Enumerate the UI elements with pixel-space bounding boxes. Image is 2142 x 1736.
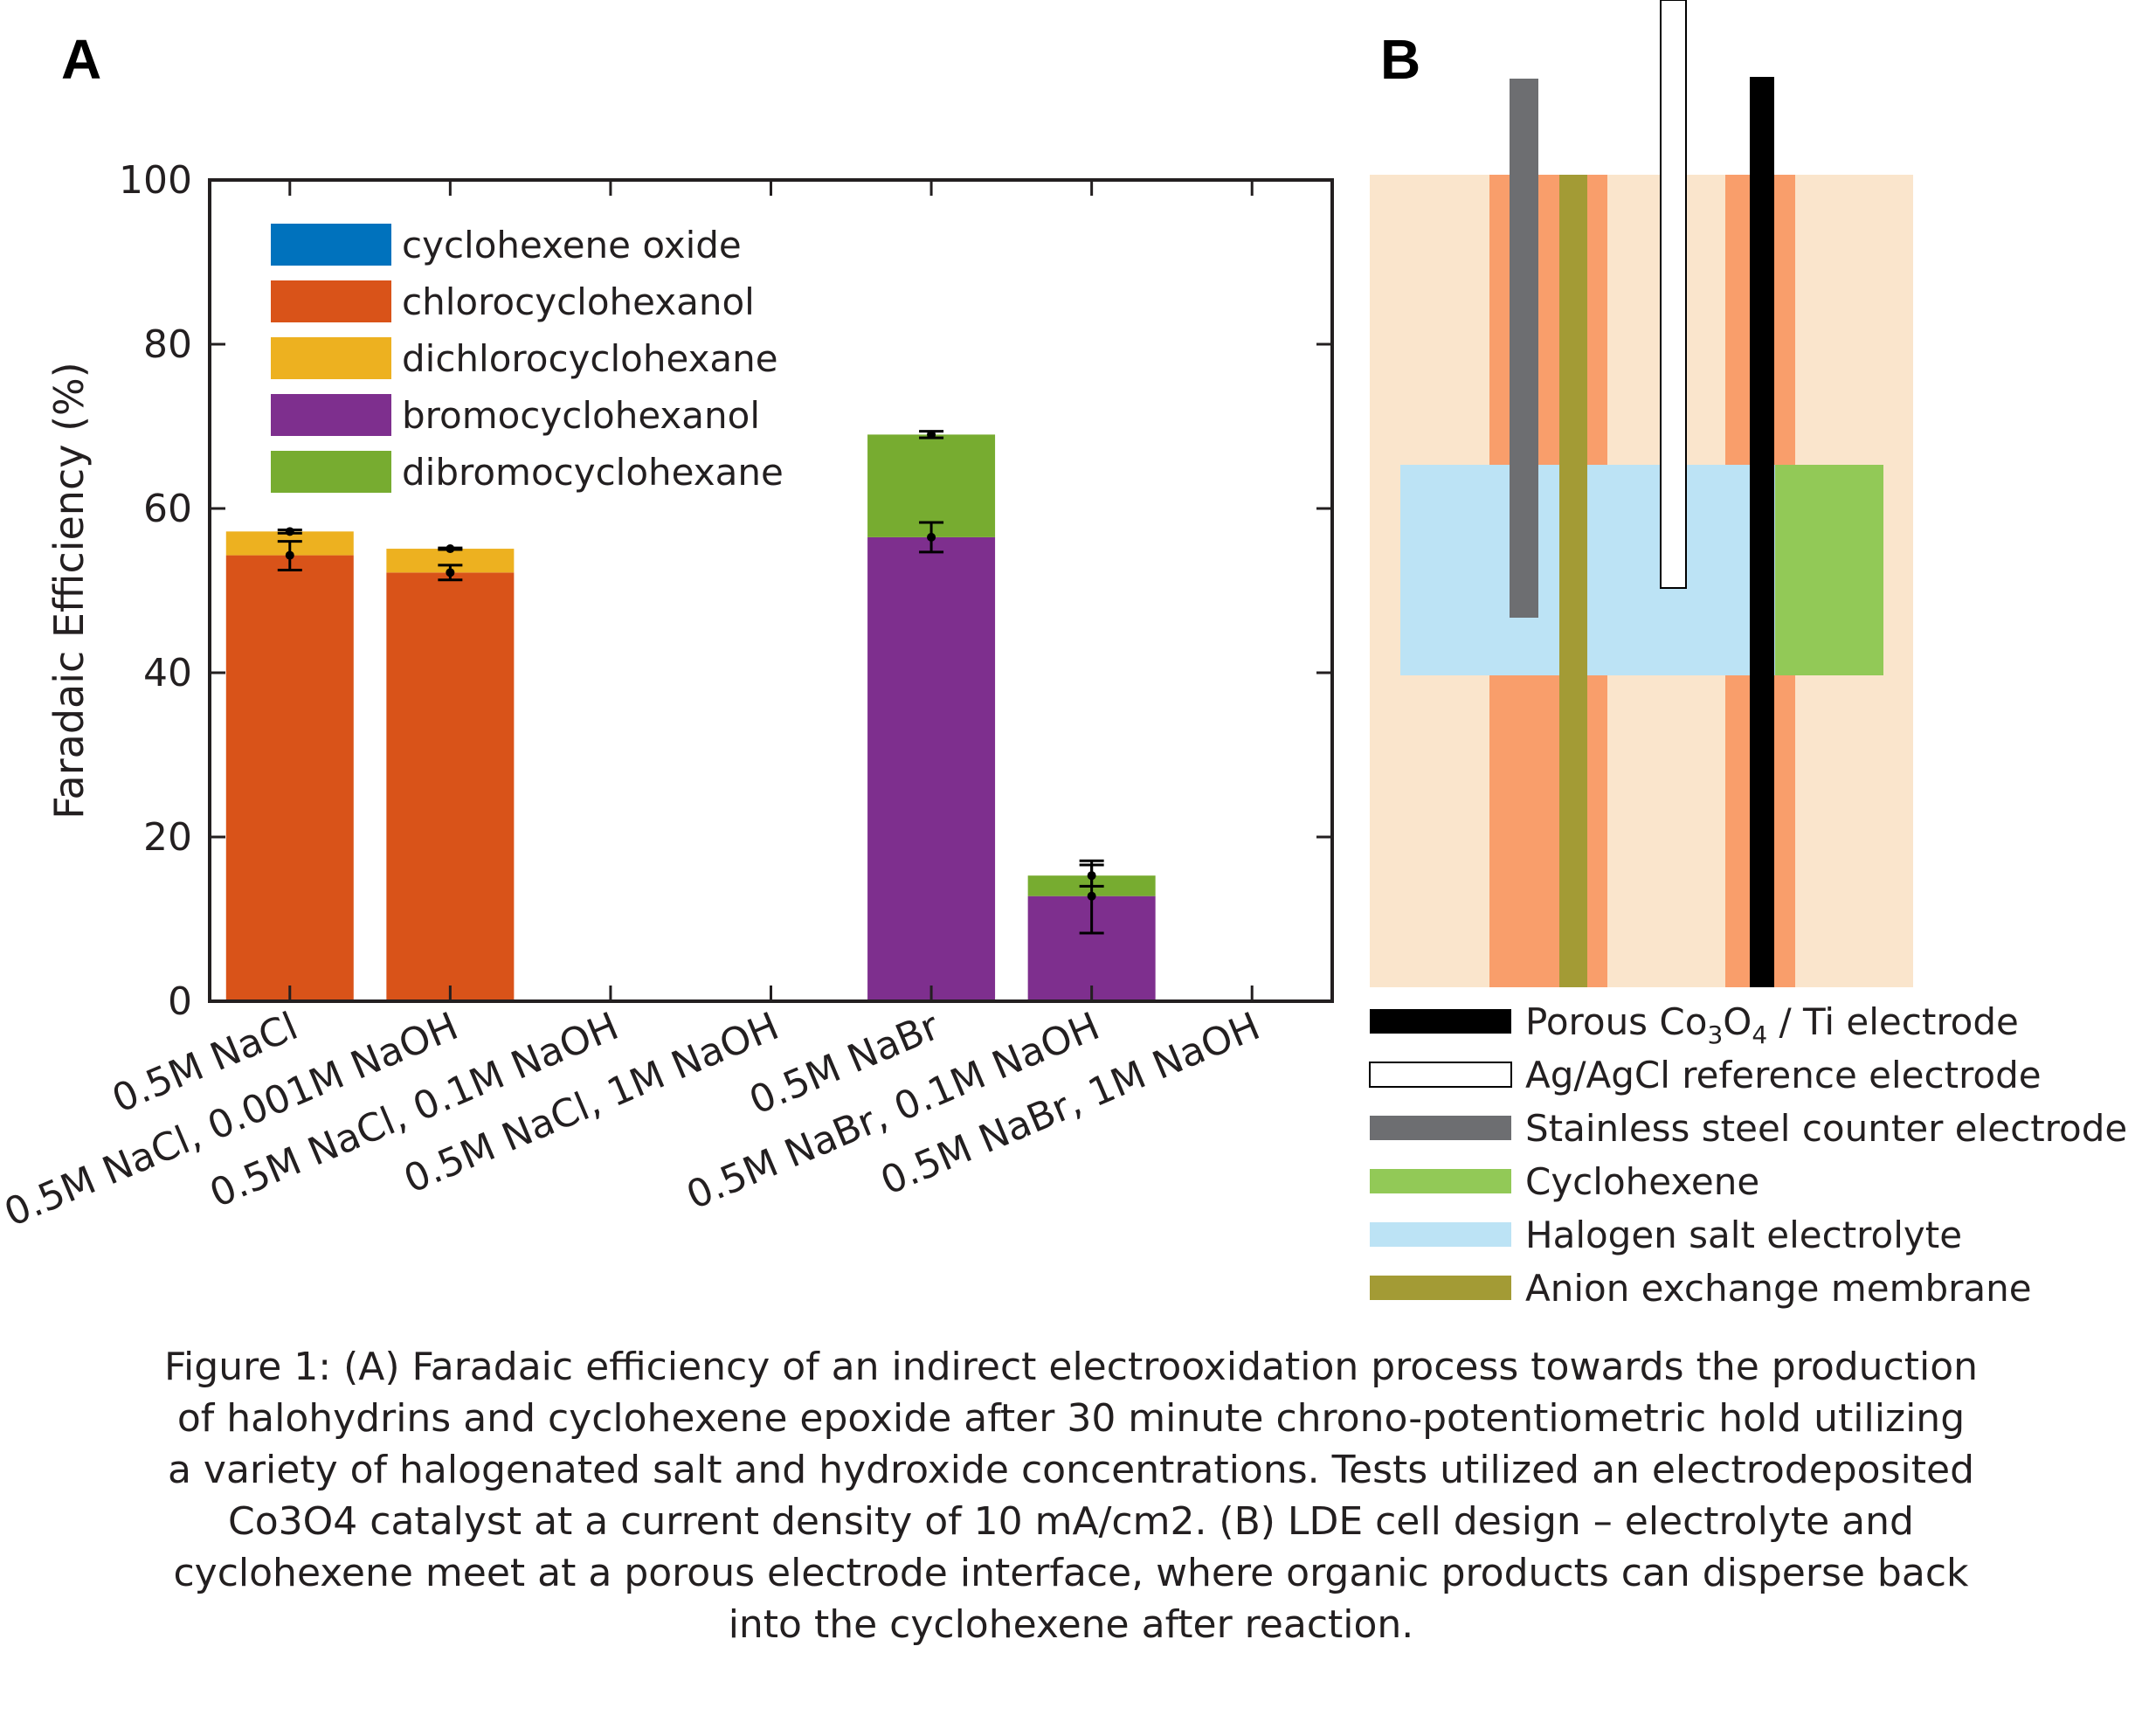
diagram-legend-swatch	[1369, 1062, 1512, 1088]
cyclohexene-region	[1775, 465, 1883, 675]
chart-legend: cyclohexene oxide chlorocyclohexanol dichl…	[271, 224, 784, 494]
error-bar	[277, 527, 302, 536]
y-tick-label: 0	[168, 979, 192, 1024]
diagram-legend-swatch	[1370, 1169, 1511, 1193]
reference-electrode	[1660, 0, 1687, 589]
caption-line: of halohydrins and cyclohexene epoxide a…	[176, 1396, 1966, 1441]
caption-line: Figure 1: (A) Faradaic efficiency of an …	[163, 1345, 1979, 1389]
error-bar	[438, 544, 463, 554]
y-tick-label: 60	[143, 487, 192, 531]
y-tick-label: 20	[143, 815, 192, 860]
error-bar	[1079, 863, 1104, 888]
counter-electrode	[1510, 79, 1538, 618]
legend-swatch	[271, 394, 391, 436]
legend-swatch	[271, 337, 391, 379]
diagram-legend-swatch	[1370, 1276, 1511, 1300]
working-electrode	[1750, 77, 1774, 987]
error-bar	[277, 540, 302, 571]
diagram-legend-label: Anion exchange membrane	[1525, 1267, 2032, 1310]
error-bar	[438, 564, 463, 582]
electrolyte-region	[1400, 465, 1776, 675]
bar-segment	[225, 555, 354, 1001]
diagram-legend: Porous Co3O4 / Ti electrode Ag/AgCl refer…	[1369, 1000, 2127, 1310]
y-tick-label: 100	[119, 158, 192, 203]
bar-segment	[867, 434, 996, 537]
diagram-legend-label: Stainless steel counter electrode	[1525, 1107, 2127, 1150]
legend-swatch	[271, 451, 391, 493]
error-bar	[919, 521, 944, 554]
legend-label: dichlorocyclohexane	[402, 337, 778, 380]
panel-b-label: B	[1380, 28, 1420, 91]
diagram-legend-swatch	[1370, 1222, 1511, 1247]
legend-label: chlorocyclohexanol	[402, 280, 755, 323]
legend-swatch	[271, 224, 391, 266]
caption-line: into the cyclohexene after reaction.	[728, 1602, 1414, 1647]
anion-exchange-membrane	[1559, 175, 1587, 987]
diagram-legend-label: Porous Co3O4 / Ti electrode	[1525, 1000, 2019, 1049]
figure-caption: Figure 1: (A) Faradaic efficiency of an …	[0, 1341, 2142, 1650]
cell-diagram	[1370, 0, 1913, 987]
diagram-legend-swatch	[1370, 1009, 1511, 1034]
caption-line: Co3O4 catalyst at a current density of 1…	[228, 1499, 1914, 1544]
diagram-legend-label: Ag/AgCl reference electrode	[1525, 1054, 2042, 1096]
legend-label: dibromocyclohexane	[402, 451, 784, 494]
diagram-legend-label: Cyclohexene	[1525, 1160, 1759, 1203]
caption-line: cyclohexene meet at a porous electrode i…	[173, 1551, 1969, 1595]
y-tick-label: 80	[143, 322, 192, 367]
error-bar	[919, 430, 944, 439]
legend-label: bromocyclohexanol	[402, 394, 760, 437]
panel-a-label: A	[61, 28, 101, 91]
diagram-legend-label: Halogen salt electrolyte	[1525, 1214, 1962, 1256]
legend-swatch	[271, 280, 391, 322]
caption-line: a variety of halogenated salt and hydrox…	[167, 1448, 1975, 1492]
bar-segment	[386, 572, 515, 1001]
legend-label: cyclohexene oxide	[402, 224, 742, 266]
diagram-legend-swatch	[1370, 1116, 1511, 1140]
bar-segment	[867, 536, 996, 1001]
y-tick-label: 40	[143, 651, 192, 695]
y-axis-label: Faradaic Efficiency (%)	[45, 362, 93, 819]
